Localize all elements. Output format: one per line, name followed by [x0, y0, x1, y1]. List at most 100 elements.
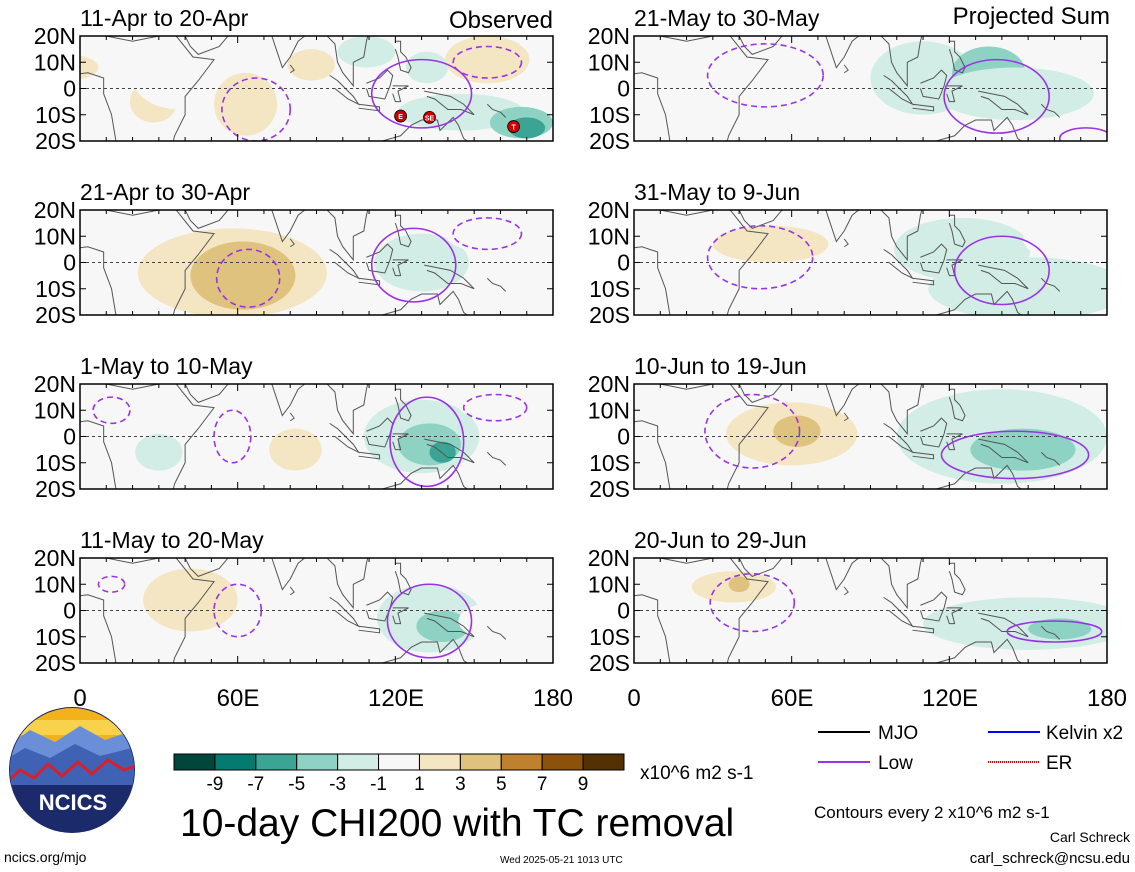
low-contour-negative: [386, 583, 473, 659]
y-tick-label: 20S: [589, 650, 630, 676]
coastline: [919, 243, 948, 274]
coastline: [946, 607, 963, 625]
y-tick-label: 0: [63, 76, 76, 102]
coastline: [289, 238, 295, 248]
low-contour-positive: [706, 224, 814, 290]
anomaly-region: [374, 233, 469, 292]
coastline: [358, 277, 381, 286]
credit-name: Carl Schreck: [1050, 829, 1131, 845]
colorbar-tick-label: -5: [288, 774, 305, 795]
low-contour-negative: [953, 235, 1050, 306]
low-contour-positive: [704, 393, 801, 469]
column-header-projected: Projected Sum: [953, 3, 1110, 30]
y-tick-label: 20N: [34, 545, 76, 571]
anomaly-region: [269, 428, 322, 471]
y-tick-label: 0: [63, 424, 76, 450]
anomaly-region: [445, 36, 530, 84]
y-tick-label: 0: [617, 424, 630, 450]
anomaly-region: [770, 621, 876, 653]
low-contour-positive: [213, 409, 252, 464]
coastline: [184, 210, 229, 229]
legend-label-er: ER: [1046, 753, 1072, 774]
coastline: [184, 36, 229, 55]
y-tick-label: 0: [617, 76, 630, 102]
coastline: [935, 116, 1022, 141]
colorbar-tick-label: 1: [414, 774, 425, 795]
coastline: [738, 384, 783, 403]
credit-email: carl_schreck@ncsu.edu: [970, 850, 1130, 867]
anomaly-region: [416, 610, 469, 642]
anomaly-region: [319, 283, 393, 315]
y-tick-label: 10N: [588, 223, 630, 249]
coastline: [271, 36, 369, 88]
y-tick-label: 10S: [35, 450, 76, 476]
coastline: [912, 277, 935, 286]
colorbar-tick-label: -3: [329, 774, 346, 795]
coastline: [883, 248, 915, 280]
tc-label: SE: [425, 115, 435, 122]
coastline: [394, 40, 412, 74]
column-header-observed: Observed: [449, 7, 553, 34]
coastline: [329, 596, 361, 628]
y-tick-label: 20N: [588, 371, 630, 397]
legend-label-low: Low: [878, 753, 913, 774]
coastline: [381, 464, 468, 489]
coastline: [948, 562, 966, 596]
coastline: [1040, 625, 1061, 640]
coastline: [825, 384, 923, 436]
coastline: [1040, 451, 1061, 466]
coastline: [289, 412, 295, 422]
coastline: [289, 64, 295, 74]
y-tick-label: 10S: [35, 102, 76, 128]
colorbar-swatch: [459, 753, 502, 771]
panel-title: 10-Jun to 19-Jun: [634, 353, 807, 379]
colorbar-swatch: [337, 753, 380, 771]
coastline: [946, 259, 963, 277]
coastline: [289, 586, 295, 596]
x-tick-120e-left: 120E: [368, 685, 424, 712]
low-contour-positive: [462, 393, 528, 422]
panel-title: 21-May to 30-May: [634, 5, 820, 31]
low-contour-negative: [940, 430, 1090, 480]
website-url[interactable]: ncics.org/mjo: [4, 849, 87, 865]
colorbar-tick-label: 5: [496, 774, 507, 795]
legend-label-mjo: MJO: [878, 723, 918, 744]
coastline: [329, 422, 361, 454]
coastline: [394, 388, 412, 422]
coastline: [424, 90, 475, 116]
anomaly-region: [1028, 618, 1092, 640]
legend-label-kelvin: Kelvin x2: [1046, 723, 1123, 744]
anomaly-region: [936, 67, 1094, 120]
y-tick-label: 20N: [34, 23, 76, 49]
panel-title: 21-Apr to 30-Apr: [80, 179, 250, 205]
ncics-logo: NCICS: [9, 707, 135, 833]
panel-title: 20-Jun to 29-Jun: [634, 527, 807, 553]
coastline: [329, 248, 361, 280]
y-tick-label: 10S: [589, 450, 630, 476]
y-tick-label: 10S: [35, 624, 76, 650]
colorbar-tick-label: -7: [247, 774, 264, 795]
coastline: [912, 625, 935, 634]
colorbar-tick-label: 3: [455, 774, 466, 795]
coastline: [978, 90, 1029, 116]
y-tick-label: 0: [63, 250, 76, 276]
coastline: [392, 607, 409, 625]
x-tick-0-right: 0: [627, 685, 640, 712]
colorbar-swatch: [418, 753, 461, 771]
y-tick-label: 10S: [589, 276, 630, 302]
anomaly-region: [190, 241, 296, 310]
coastline: [978, 612, 1029, 638]
colorbar-swatch: [296, 753, 339, 771]
coastline: [486, 451, 507, 466]
x-tick-60e-left: 60E: [217, 685, 260, 712]
colorbar-swatch: [378, 753, 420, 771]
low-contour-positive: [213, 583, 263, 638]
low-contour-positive: [452, 45, 523, 79]
coastline: [738, 558, 783, 577]
coastline: [486, 103, 507, 118]
anomaly-region: [132, 46, 228, 110]
coastline: [978, 438, 1029, 464]
